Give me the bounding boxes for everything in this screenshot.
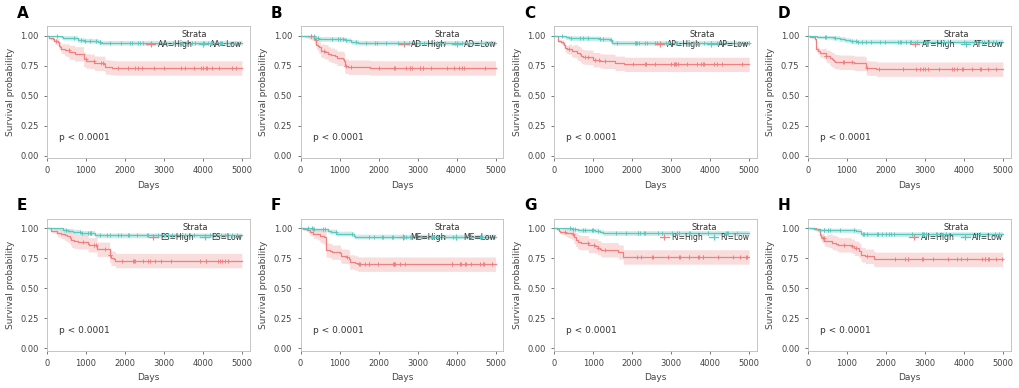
Y-axis label: Survival probability: Survival probability	[765, 241, 774, 329]
Text: p < 0.0001: p < 0.0001	[819, 326, 870, 335]
Y-axis label: Survival probability: Survival probability	[765, 48, 774, 136]
Y-axis label: Survival probability: Survival probability	[513, 241, 522, 329]
Y-axis label: Survival probability: Survival probability	[5, 241, 14, 329]
Legend: AA=High, AA=Low: AA=High, AA=Low	[145, 28, 244, 51]
Legend: All=High, All=Low: All=High, All=Low	[907, 221, 1004, 243]
Legend: AP=High, AP=Low: AP=High, AP=Low	[653, 28, 750, 51]
Text: F: F	[270, 198, 280, 213]
Y-axis label: Survival probability: Survival probability	[259, 241, 268, 329]
Text: C: C	[523, 6, 534, 21]
X-axis label: Days: Days	[137, 373, 159, 383]
Y-axis label: Survival probability: Survival probability	[5, 48, 14, 136]
X-axis label: Days: Days	[390, 181, 413, 190]
Text: p < 0.0001: p < 0.0001	[313, 326, 363, 335]
X-axis label: Days: Days	[390, 373, 413, 383]
Legend: ES=High, ES=Low: ES=High, ES=Low	[147, 221, 244, 243]
Text: p < 0.0001: p < 0.0001	[819, 133, 870, 142]
Legend: AT=High, AT=Low: AT=High, AT=Low	[908, 28, 1004, 51]
X-axis label: Days: Days	[644, 181, 666, 190]
Text: D: D	[776, 6, 789, 21]
Text: p < 0.0001: p < 0.0001	[566, 133, 616, 142]
X-axis label: Days: Days	[644, 373, 666, 383]
Text: p < 0.0001: p < 0.0001	[566, 326, 616, 335]
X-axis label: Days: Days	[897, 373, 919, 383]
Text: G: G	[523, 198, 536, 213]
Text: E: E	[16, 198, 26, 213]
Text: p < 0.0001: p < 0.0001	[313, 133, 363, 142]
Text: p < 0.0001: p < 0.0001	[59, 133, 110, 142]
X-axis label: Days: Days	[137, 181, 159, 190]
Text: A: A	[16, 6, 29, 21]
Text: B: B	[270, 6, 281, 21]
Legend: ME=High, ME=Low: ME=High, ME=Low	[396, 221, 497, 243]
Legend: AD=High, AD=Low: AD=High, AD=Low	[397, 28, 497, 51]
Legend: RI=High, RI=Low: RI=High, RI=Low	[657, 221, 750, 243]
X-axis label: Days: Days	[897, 181, 919, 190]
Text: H: H	[776, 198, 790, 213]
Y-axis label: Survival probability: Survival probability	[513, 48, 522, 136]
Text: p < 0.0001: p < 0.0001	[59, 326, 110, 335]
Y-axis label: Survival probability: Survival probability	[259, 48, 268, 136]
